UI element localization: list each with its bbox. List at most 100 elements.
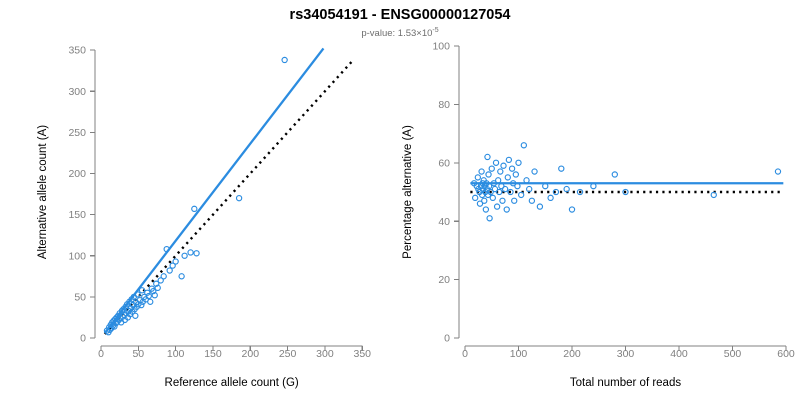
data-point — [281, 56, 288, 64]
data-point — [514, 182, 521, 190]
data-point — [536, 203, 544, 210]
data-point — [622, 188, 629, 196]
data-point — [505, 156, 513, 164]
y-tick-label: 200 — [68, 168, 86, 180]
y-tick-label: 150 — [68, 209, 86, 221]
data-point — [710, 191, 717, 199]
data-point — [511, 197, 518, 204]
data-point — [558, 165, 565, 172]
data-point — [576, 188, 584, 196]
data-point — [488, 165, 495, 172]
data-point — [493, 203, 501, 210]
data-point — [503, 206, 510, 213]
data-point — [172, 258, 179, 265]
data-point — [144, 289, 151, 296]
y-tick-label: 40 — [438, 216, 450, 228]
data-point — [150, 287, 157, 295]
x-tick-label: 300 — [617, 348, 635, 360]
data-point — [512, 171, 520, 178]
y-tick-label: 300 — [68, 86, 86, 98]
data-point — [138, 301, 145, 309]
figure-subtitle: p-value: 1.53×10-5 — [361, 27, 438, 39]
reference-line — [103, 59, 355, 335]
data-point — [193, 250, 200, 257]
data-point — [111, 323, 118, 330]
data-point — [471, 194, 479, 202]
data-point — [476, 200, 484, 207]
data-point — [178, 273, 185, 280]
data-point — [611, 171, 618, 178]
x-tick-label: 300 — [316, 348, 334, 360]
y-tick-label: 0 — [80, 333, 86, 345]
data-point — [486, 215, 493, 222]
x-tick-label: 100 — [510, 348, 528, 360]
data-point — [132, 312, 139, 319]
data-point — [147, 298, 154, 305]
data-point — [497, 168, 504, 175]
data-point — [235, 194, 243, 202]
data-point — [191, 205, 198, 213]
data-point — [501, 185, 509, 193]
data-point — [531, 168, 538, 175]
data-point — [482, 206, 490, 213]
data-point — [478, 168, 485, 175]
x-axis-title: Total number of reads — [570, 377, 681, 389]
data-point — [568, 206, 576, 213]
data-point — [163, 245, 170, 253]
data-point — [166, 267, 173, 274]
x-tick-label: 150 — [204, 348, 222, 360]
data-point — [153, 280, 160, 287]
data-point — [160, 273, 167, 280]
x-tick-label: 350 — [354, 348, 372, 360]
x-axis-title: Reference allele count (G) — [165, 377, 299, 389]
y-tick-label: 60 — [438, 157, 450, 169]
y-axis-title: Percentage alternative (A) — [402, 125, 414, 259]
data-point — [145, 292, 152, 300]
data-point — [187, 249, 194, 256]
x-tick-label: 400 — [670, 348, 688, 360]
x-tick-label: 100 — [167, 348, 185, 360]
x-tick-label: 0 — [98, 348, 104, 360]
data-point — [563, 185, 570, 193]
data-point — [169, 262, 176, 269]
data-point — [485, 171, 492, 178]
data-point — [542, 182, 549, 190]
data-point — [520, 142, 528, 149]
data-point — [151, 292, 158, 299]
x-tick-label: 0 — [462, 348, 468, 360]
data-point — [491, 185, 499, 193]
data-point — [496, 188, 503, 196]
data-point — [481, 197, 488, 204]
y-tick-label: 100 — [432, 41, 450, 53]
data-point — [504, 174, 511, 181]
data-point — [484, 153, 491, 161]
data-point — [485, 182, 493, 190]
x-tick-label: 500 — [724, 348, 742, 360]
data-point — [547, 194, 554, 202]
figure-title: rs34054191 - ENSG00000127054 — [290, 7, 511, 23]
regression-line — [103, 47, 325, 334]
data-point — [499, 197, 506, 204]
data-point — [507, 188, 514, 196]
left-scatter-panel: 0 50 100 150 200 250 300 350 0 50 100 150 200 250 300 3… — [37, 45, 371, 389]
data-point — [518, 191, 525, 199]
subtitle-exponent: -5 — [432, 27, 438, 34]
data-point — [523, 177, 530, 184]
x-tick-label: 250 — [279, 348, 297, 360]
y-axis-title: Alternative allele count (A) — [37, 125, 49, 259]
right-scatter-panel: 0 20 40 60 80 100 0 100 200 300 400 500 600 Total num… — [402, 41, 795, 389]
data-point — [774, 168, 782, 175]
data-point — [138, 287, 146, 294]
data-point — [490, 180, 498, 187]
data-point — [500, 162, 507, 169]
y-tick-label: 100 — [68, 250, 86, 262]
y-tick-label: 350 — [68, 45, 86, 57]
y-tick-label: 20 — [438, 274, 450, 286]
data-point — [181, 252, 188, 259]
y-tick-label: 80 — [438, 99, 450, 111]
x-tick-label: 200 — [563, 348, 581, 360]
x-tick-label: 50 — [132, 348, 144, 360]
data-point — [492, 159, 500, 166]
